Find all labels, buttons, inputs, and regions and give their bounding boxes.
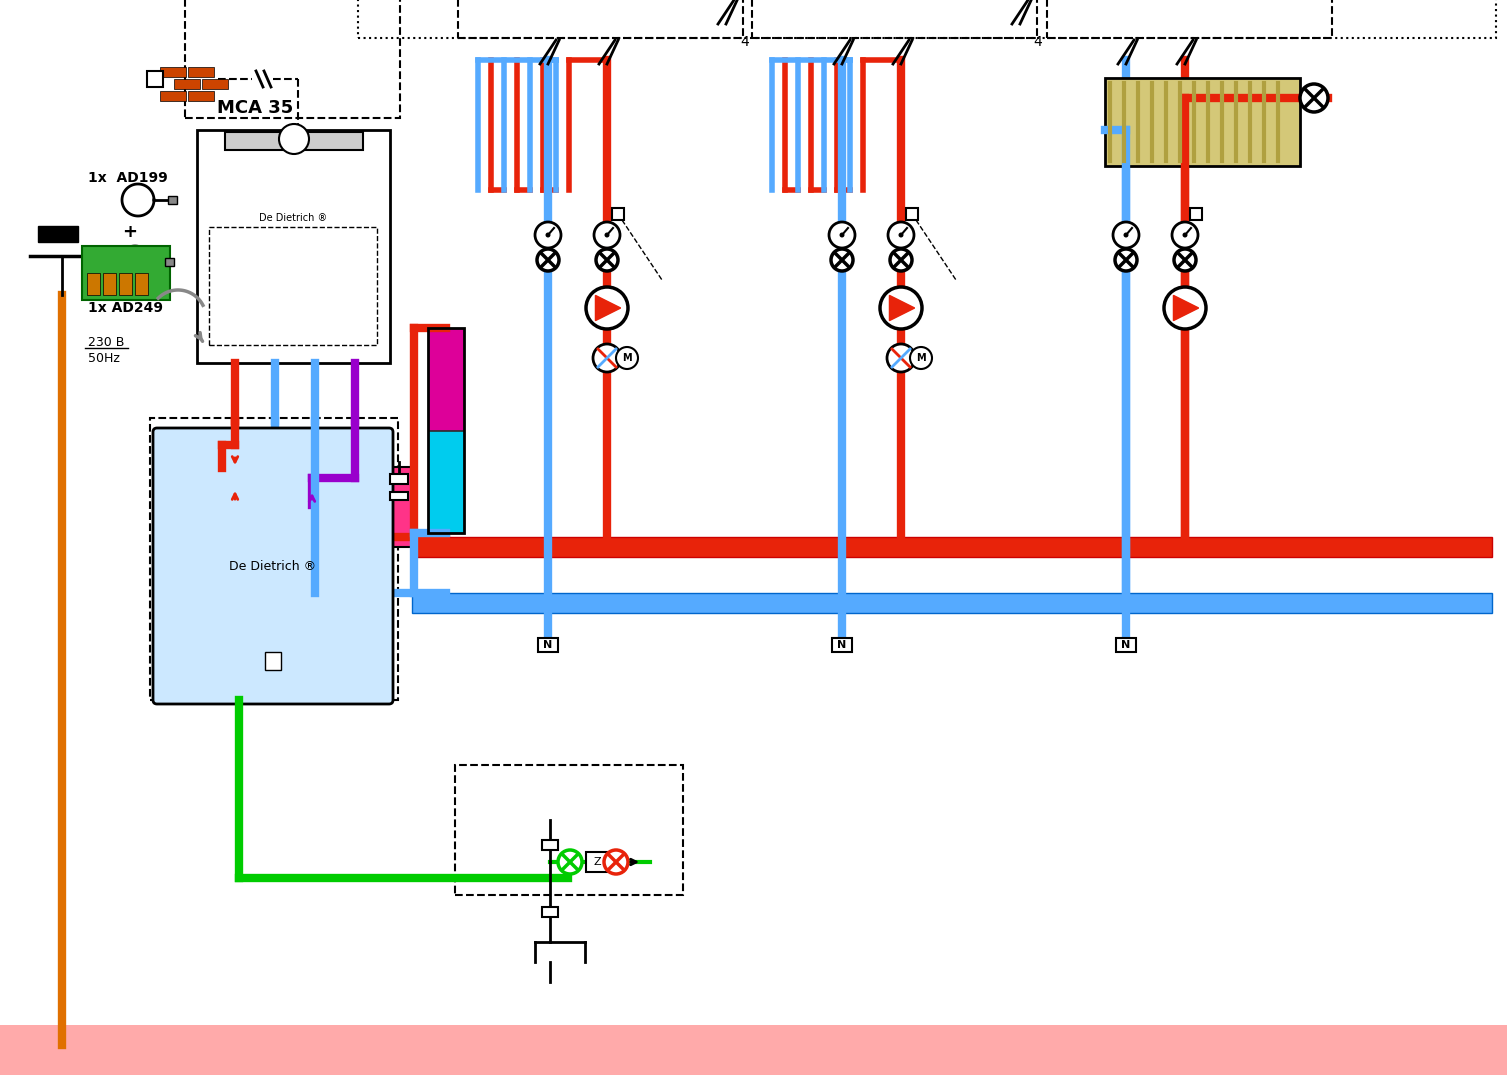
Bar: [188, 91, 214, 102]
Text: De Dietrich ®: De Dietrich ®: [229, 559, 316, 572]
Text: MCA 35: MCA 35: [217, 99, 294, 117]
Bar: [160, 91, 185, 102]
Bar: [164, 258, 173, 266]
Polygon shape: [889, 296, 915, 321]
Circle shape: [536, 249, 559, 271]
Bar: [1191, 208, 1203, 220]
Bar: [428, 431, 464, 534]
Circle shape: [1124, 232, 1129, 238]
Circle shape: [604, 850, 628, 874]
Bar: [160, 67, 185, 77]
Bar: [586, 852, 607, 872]
Circle shape: [535, 222, 561, 248]
Circle shape: [839, 232, 844, 238]
Bar: [1117, 638, 1136, 652]
Circle shape: [888, 222, 915, 248]
Bar: [538, 638, 558, 652]
Bar: [359, 0, 1496, 38]
Bar: [906, 208, 918, 220]
Bar: [151, 418, 398, 700]
Bar: [543, 907, 558, 917]
Circle shape: [558, 850, 582, 874]
Bar: [1047, 0, 1332, 38]
Text: Z: Z: [594, 858, 601, 867]
Text: 1x AD249: 1x AD249: [87, 301, 163, 315]
Bar: [87, 273, 99, 295]
Circle shape: [1174, 249, 1197, 271]
Bar: [197, 130, 390, 363]
Bar: [832, 638, 851, 652]
Bar: [612, 208, 624, 220]
Circle shape: [888, 345, 915, 372]
Circle shape: [586, 287, 628, 329]
FancyBboxPatch shape: [154, 428, 393, 704]
Bar: [428, 328, 464, 430]
Text: N: N: [838, 640, 847, 650]
Circle shape: [592, 345, 621, 372]
Bar: [81, 246, 170, 300]
Circle shape: [616, 347, 637, 369]
Bar: [752, 0, 1037, 38]
Bar: [411, 593, 1492, 613]
Bar: [148, 71, 163, 87]
Text: M: M: [916, 353, 925, 363]
Circle shape: [898, 232, 904, 238]
Bar: [0, 1025, 1507, 1075]
Circle shape: [1172, 222, 1198, 248]
Circle shape: [604, 232, 609, 238]
Circle shape: [595, 249, 618, 271]
Text: 4: 4: [1034, 35, 1043, 49]
Circle shape: [880, 287, 922, 329]
Circle shape: [1114, 222, 1139, 248]
Polygon shape: [595, 296, 621, 321]
Text: De Dietrich ®: De Dietrich ®: [259, 213, 327, 222]
Bar: [202, 79, 228, 89]
Circle shape: [1183, 232, 1188, 238]
Bar: [102, 273, 116, 295]
Bar: [136, 273, 148, 295]
Bar: [119, 273, 133, 295]
Circle shape: [830, 249, 853, 271]
Circle shape: [279, 124, 309, 154]
Bar: [390, 492, 408, 500]
Bar: [458, 0, 743, 38]
Bar: [173, 79, 200, 89]
Circle shape: [546, 232, 550, 238]
Circle shape: [1163, 287, 1206, 329]
Bar: [265, 652, 280, 670]
Text: 230 В: 230 В: [87, 336, 125, 349]
Bar: [38, 226, 78, 242]
Text: N: N: [1121, 640, 1130, 650]
Bar: [185, 0, 399, 118]
Text: 4: 4: [740, 35, 749, 49]
Circle shape: [1115, 249, 1136, 271]
Bar: [1105, 78, 1301, 166]
Bar: [455, 765, 683, 895]
Text: 50Hz: 50Hz: [87, 351, 121, 365]
Bar: [188, 67, 214, 77]
Circle shape: [891, 249, 912, 271]
Circle shape: [1301, 84, 1328, 112]
Text: 1x  AD199: 1x AD199: [87, 171, 167, 185]
Bar: [411, 537, 1492, 557]
Circle shape: [829, 222, 854, 248]
Bar: [209, 227, 377, 345]
Bar: [167, 195, 176, 204]
Bar: [428, 328, 464, 534]
Bar: [384, 467, 413, 546]
Bar: [390, 474, 408, 484]
Circle shape: [594, 222, 619, 248]
Circle shape: [910, 347, 931, 369]
Bar: [225, 132, 363, 150]
Text: +: +: [122, 222, 137, 241]
Polygon shape: [1174, 296, 1198, 321]
Bar: [543, 840, 558, 850]
Text: M: M: [622, 353, 631, 363]
Text: N: N: [544, 640, 553, 650]
